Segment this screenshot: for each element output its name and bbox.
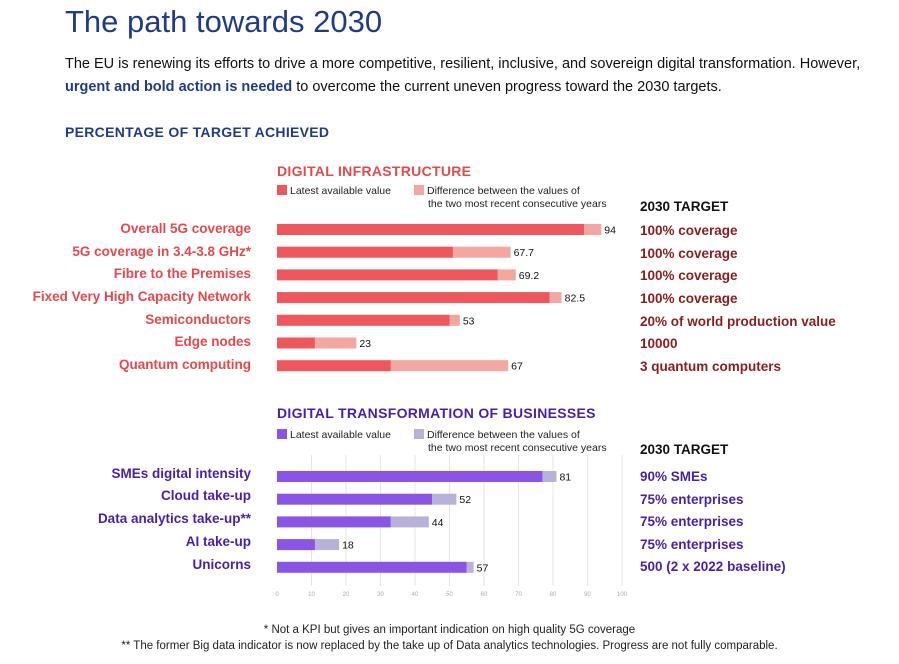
x-tick-label: 30: [377, 592, 384, 598]
category-label: Fixed Very High Capacity Network: [32, 289, 251, 304]
target-value: 20% of world production value: [640, 314, 836, 329]
bar-latest: [277, 360, 391, 372]
bar-difference: [542, 471, 557, 482]
bar-difference: [432, 493, 457, 505]
bar-latest: [277, 471, 543, 482]
legend-difference: Difference between the values of the two …: [414, 429, 607, 455]
legend-difference-label-2: the two most recent consecutive years: [428, 442, 607, 454]
legend-latest-label: Latest available value: [290, 429, 391, 441]
bar-difference: [466, 561, 474, 573]
target-value: 90% SMEs: [640, 469, 708, 484]
footnote-2: ** The former Big data indicator is now …: [121, 640, 778, 652]
data-label: 23: [359, 338, 371, 350]
bar-latest: [277, 561, 467, 573]
x-tick-label: 80: [550, 592, 557, 598]
data-label: 69.2: [519, 270, 540, 282]
legend-difference: Difference between the values of the two …: [414, 185, 607, 211]
legend-swatch-difference: [414, 429, 424, 439]
bar-difference: [449, 314, 460, 326]
category-label: Quantum computing: [119, 357, 251, 372]
category-label: Semiconductors: [145, 312, 251, 327]
bar-latest: [277, 292, 550, 304]
x-tick-label: 100: [617, 592, 628, 598]
bar-latest: [277, 493, 433, 505]
bar-latest: [277, 337, 315, 349]
category-label: Cloud take-up: [161, 488, 251, 503]
category-label: Edge nodes: [174, 334, 251, 349]
data-label: 81: [559, 472, 571, 484]
intro-paragraph: The EU is renewing its efforts to drive …: [65, 53, 885, 99]
bar-difference: [452, 246, 511, 258]
bar-latest: [277, 539, 315, 551]
page-title: The path towards 2030: [65, 4, 383, 39]
legend-swatch-latest: [277, 429, 287, 439]
intro-highlight: urgent and bold action is needed: [65, 79, 293, 95]
footnote-1: * Not a KPI but gives an important indic…: [263, 624, 636, 636]
target-value: 75% enterprises: [640, 537, 744, 552]
target-value: 100% coverage: [640, 223, 738, 238]
businesses-target-header: 2030 TARGET: [640, 442, 729, 457]
x-tick-label: 70: [515, 592, 522, 598]
category-label: Unicorns: [192, 557, 251, 572]
data-label: 94: [604, 225, 616, 237]
bar-difference: [549, 292, 562, 304]
x-tick-label: 40: [412, 592, 419, 598]
data-label: 53: [463, 315, 475, 327]
data-label: 67.7: [514, 247, 535, 259]
target-value: 75% enterprises: [640, 492, 744, 507]
x-tick-label: 0: [275, 592, 279, 598]
legend-latest: Latest available value: [277, 429, 391, 442]
bar-difference: [314, 539, 340, 551]
businesses-title: DIGITAL TRANSFORMATION OF BUSINESSES: [277, 405, 596, 421]
bar-latest: [277, 516, 391, 528]
target-value: 3 quantum computers: [640, 359, 782, 374]
bar-latest: [277, 246, 453, 258]
legend-difference-label-1: Difference between the values of: [427, 429, 580, 441]
data-label: 18: [342, 540, 354, 552]
x-tick-label: 50: [446, 592, 453, 598]
legend-swatch-latest: [277, 185, 287, 195]
legend-difference-label-2: the two most recent consecutive years: [428, 198, 607, 210]
bar-difference: [497, 269, 516, 281]
bar-difference: [584, 224, 602, 235]
category-label: Data analytics take-up**: [97, 511, 251, 526]
bar-difference: [314, 337, 357, 349]
category-label: SMEs digital intensity: [111, 466, 251, 481]
target-value: 10000: [640, 336, 678, 351]
section-heading: PERCENTAGE OF TARGET ACHIEVED: [65, 124, 330, 140]
legend-difference-label-1: Difference between the values of: [427, 185, 580, 197]
bar-latest: [277, 224, 585, 235]
bar-difference: [390, 516, 429, 528]
legend-latest-label: Latest available value: [290, 185, 391, 197]
x-tick-label: 20: [343, 592, 350, 598]
data-label: 44: [432, 517, 444, 529]
target-value: 75% enterprises: [640, 514, 744, 529]
target-value: 100% coverage: [640, 246, 738, 261]
target-value: 100% coverage: [640, 268, 738, 283]
data-label: 82.5: [565, 293, 586, 305]
data-label: 67: [511, 361, 523, 373]
target-value: 100% coverage: [640, 291, 738, 306]
data-label: 52: [459, 494, 471, 506]
x-tick-label: 60: [481, 592, 488, 598]
infrastructure-title: DIGITAL INFRASTRUCTURE: [277, 163, 472, 179]
bar-latest: [277, 314, 450, 326]
legend-latest: Latest available value: [277, 185, 391, 198]
x-tick-label: 90: [584, 592, 591, 598]
intro-text-2: to overcome the current uneven progress …: [292, 79, 722, 95]
target-value: 500 (2 x 2022 baseline): [640, 559, 786, 574]
bar-difference: [390, 360, 509, 372]
intro-text-1: The EU is renewing its efforts to drive …: [65, 56, 861, 72]
infrastructure-target-header: 2030 TARGET: [640, 199, 729, 214]
category-label: 5G coverage in 3.4-3.8 GHz*: [72, 244, 251, 259]
category-label: AI take-up: [185, 534, 251, 549]
category-label: Fibre to the Premises: [113, 266, 251, 281]
data-label: 57: [477, 562, 489, 574]
x-tick-label: 10: [308, 592, 315, 598]
category-label: Overall 5G coverage: [120, 221, 251, 236]
legend-swatch-difference: [414, 185, 424, 195]
bar-latest: [277, 269, 498, 281]
